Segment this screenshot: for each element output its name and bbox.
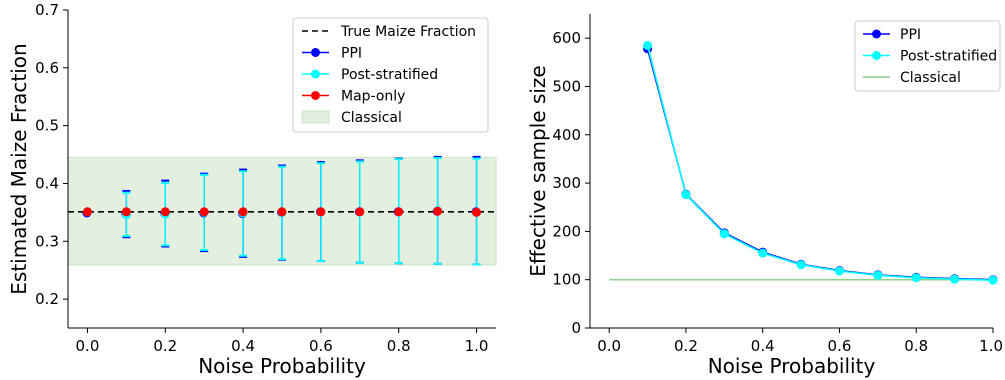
left-y-tick-label: 0.3 — [35, 232, 59, 250]
right-legend-label: Classical — [900, 70, 961, 86]
point-post-stratified — [796, 260, 806, 270]
right-x-tick-label: 0.8 — [904, 337, 928, 355]
left-legend-label: PPI — [341, 46, 362, 62]
left-y-axis-label: Estimated Maize Fraction — [7, 43, 31, 294]
left-x-tick-label: 0.8 — [387, 337, 411, 355]
legend-handle-marker — [311, 91, 320, 100]
right-x-axis-label: Noise Probability — [708, 354, 876, 378]
left-y-tick-label: 0.7 — [35, 1, 59, 19]
left-x-tick-label: 0.0 — [76, 337, 100, 355]
point-map-only — [355, 207, 365, 217]
point-post-stratified — [834, 266, 844, 276]
point-post-stratified — [873, 270, 883, 280]
legend-handle-classical — [301, 110, 330, 124]
point-post-stratified — [988, 275, 998, 285]
right-legend-label: PPI — [900, 27, 921, 43]
left-x-tick-label: 0.6 — [309, 337, 333, 355]
point-map-only — [316, 207, 326, 217]
legend-handle-marker — [872, 29, 881, 39]
point-map-only — [160, 207, 170, 217]
point-post-stratified — [719, 229, 729, 239]
left-x-tick-label: 1.0 — [465, 337, 489, 355]
right-x-tick-label: 0.0 — [597, 337, 621, 355]
left-legend-label: True Maize Fraction — [340, 24, 476, 40]
left-legend-label: Map-only — [341, 89, 405, 105]
right-y-tick-label: 0 — [571, 319, 581, 337]
left-x-tick-label: 0.2 — [153, 337, 177, 355]
legend-handle-marker — [311, 69, 320, 79]
left-y-tick-label: 0.2 — [35, 290, 59, 308]
left-y-tick-label: 0.5 — [35, 117, 59, 135]
series-line-post-stratified — [646, 45, 994, 281]
left-legend-box — [292, 17, 489, 133]
right-x-tick-label: 0.2 — [674, 337, 698, 355]
point-post-stratified — [643, 40, 653, 50]
right-legend-label: Post-stratified — [900, 49, 997, 65]
right-y-tick-label: 200 — [552, 222, 581, 240]
point-post-stratified — [681, 190, 691, 200]
right-x-tick-label: 0.6 — [828, 337, 852, 355]
point-map-only — [433, 206, 443, 216]
point-map-only — [121, 207, 131, 217]
right-y-tick-label: 500 — [552, 77, 581, 95]
left-x-tick-label: 0.4 — [231, 337, 255, 355]
right-x-tick-label: 1.0 — [979, 337, 1003, 355]
right-y-tick-label: 100 — [552, 271, 581, 289]
left-y-tick-label: 0.6 — [35, 59, 59, 77]
point-map-only — [238, 207, 248, 217]
right-legend-box — [854, 20, 1001, 92]
point-map-only — [394, 207, 404, 217]
point-post-stratified — [758, 248, 768, 258]
right-y-axis-label: Effective sample size — [526, 65, 550, 276]
right-y-tick-label: 400 — [552, 126, 581, 144]
left-legend-label: Post-stratified — [341, 67, 438, 83]
point-post-stratified — [950, 274, 960, 284]
legend-handle-marker — [872, 51, 881, 60]
point-map-only — [277, 207, 287, 217]
point-map-only — [82, 207, 92, 217]
right-x-tick-label: 0.4 — [751, 337, 775, 355]
right-y-tick-label: 600 — [552, 29, 581, 47]
left-x-axis-label: Noise Probability — [198, 354, 366, 378]
point-map-only — [472, 207, 482, 217]
legend-handle-marker — [311, 48, 320, 57]
left-legend-label: Classical — [341, 110, 402, 126]
point-post-stratified — [911, 273, 921, 283]
point-map-only — [199, 207, 209, 217]
left-y-tick-label: 0.4 — [35, 174, 59, 192]
right-y-tick-label: 300 — [552, 174, 581, 192]
